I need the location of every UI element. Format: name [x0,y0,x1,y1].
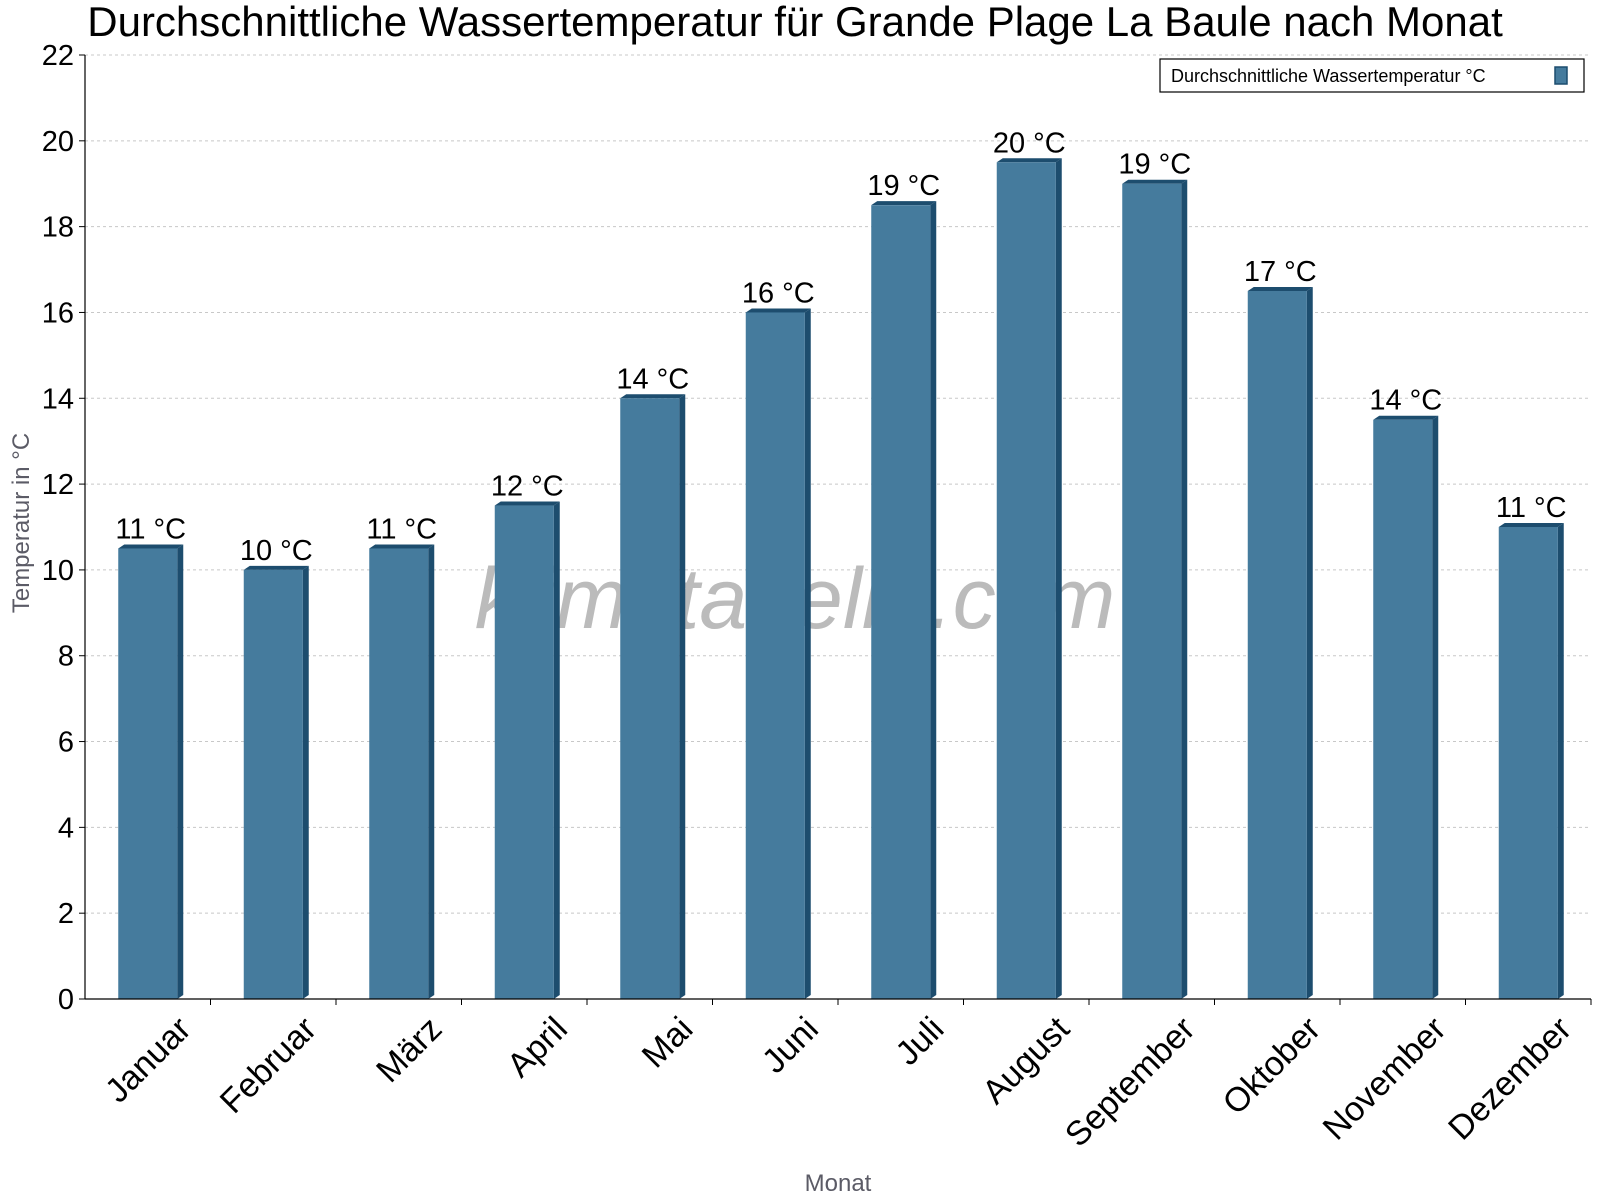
y-tick-label: 4 [58,812,74,844]
x-tick-label: Oktober [1216,1010,1328,1122]
bar-side [428,544,435,999]
bar-front [369,548,429,999]
bar-top [118,544,184,549]
bar [1373,415,1439,999]
data-label: 19 °C [1118,149,1191,181]
bar-side [302,565,309,999]
bar-side [1432,415,1439,999]
bar [1498,523,1564,999]
bar-top [996,158,1062,163]
data-labels: 11 °C 10 °C 11 °C 12 °C 14 °C 16 °C 19 °C 20 °C… [115,127,1566,567]
x-tick-label: April [500,1010,575,1085]
bar-side [1306,287,1313,999]
bar-side [679,394,686,1000]
data-label: 14 °C [616,363,689,395]
data-label: 20 °C [993,127,1066,159]
bar-top [871,201,937,206]
x-tick-label: September [1058,1010,1202,1154]
y-tick-label: 2 [58,898,74,930]
data-label: 16 °C [742,277,815,309]
legend-swatch [1554,66,1568,85]
bar-top [1247,287,1313,291]
gridlines [85,54,1591,914]
y-tick-label: 16 [42,297,74,329]
bar-top [494,501,560,506]
x-tick-label: März [369,1010,449,1090]
y-tick-label: 18 [42,212,74,244]
bar-front [745,312,805,999]
bar-side [1055,158,1062,1000]
bar-front [996,162,1056,1000]
y-axis-title: Temperatur in °C [8,433,35,613]
y-tick-label: 22 [42,40,74,72]
x-tick-label: November [1316,1010,1454,1148]
bar-top [1122,179,1188,184]
bar-front [1122,183,1182,999]
x-tick-label: Juni [755,1010,826,1081]
x-tick-label: Mai [635,1010,701,1076]
x-tick-label: Februar [213,1010,324,1121]
bar-side [1181,179,1188,999]
bar-side [804,308,811,999]
y-tick-labels: 0 2 4 6 8 10 12 14 16 18 20 22 [42,40,85,1016]
y-tick-label: 14 [42,383,74,415]
bar [871,201,937,999]
axes [84,55,1592,1005]
data-label: 12 °C [491,471,564,503]
y-tick-label: 0 [58,984,74,1016]
bar-top [620,394,686,399]
data-label: 17 °C [1244,256,1317,288]
data-label: 14 °C [1369,385,1442,417]
data-label: 10 °C [240,535,313,567]
bar [1122,179,1188,999]
bar [996,158,1062,1000]
x-tick-label: Januar [98,1010,198,1110]
bar-side [1557,523,1564,999]
bar-top [243,565,309,570]
bar-top [1373,415,1439,420]
bar-front [1247,291,1307,999]
data-label: 19 °C [867,170,940,202]
bar [243,565,309,999]
y-tick-label: 6 [58,727,74,759]
x-tick-label: Juli [888,1010,951,1073]
y-tick-label: 8 [58,641,74,673]
data-label: 11 °C [115,513,186,545]
bar [1247,287,1313,999]
bar-top [369,544,435,549]
bar-front [871,205,931,999]
bars [118,158,1564,1000]
x-tick-labels: Januar Februar März April Mai Juni Juli AugustS… [98,1009,1579,1154]
y-tick-label: 12 [42,469,74,501]
bar-front [243,569,303,999]
bar-side [553,501,560,999]
y-tick-label: 20 [42,126,74,158]
bar-top [745,308,811,313]
bar [494,501,560,999]
chart-title: Durchschnittliche Wassertemperatur für G… [87,0,1503,45]
x-tick-label: August [975,1009,1077,1111]
bar [745,308,811,999]
bar-front [620,398,680,1000]
bar-front [1373,419,1433,999]
bar-front [494,505,554,999]
bar [118,544,184,999]
bar [369,544,435,999]
bar-side [930,201,937,999]
bar-front [1498,527,1558,999]
legend-label: Durchschnittliche Wassertemperatur °C [1171,66,1486,86]
data-label: 11 °C [366,513,437,545]
x-tick-label: Dezember [1441,1010,1579,1148]
bar-side [177,544,184,999]
legend-box [1159,58,1585,93]
bar-front [118,548,178,999]
y-tick-label: 10 [42,555,74,587]
bar [620,394,686,1000]
x-axis-title: Monat [805,1170,872,1197]
bar-top [1498,523,1564,527]
legend: Durchschnittliche Wassertemperatur °C [1159,58,1585,93]
data-label: 11 °C [1496,492,1567,524]
